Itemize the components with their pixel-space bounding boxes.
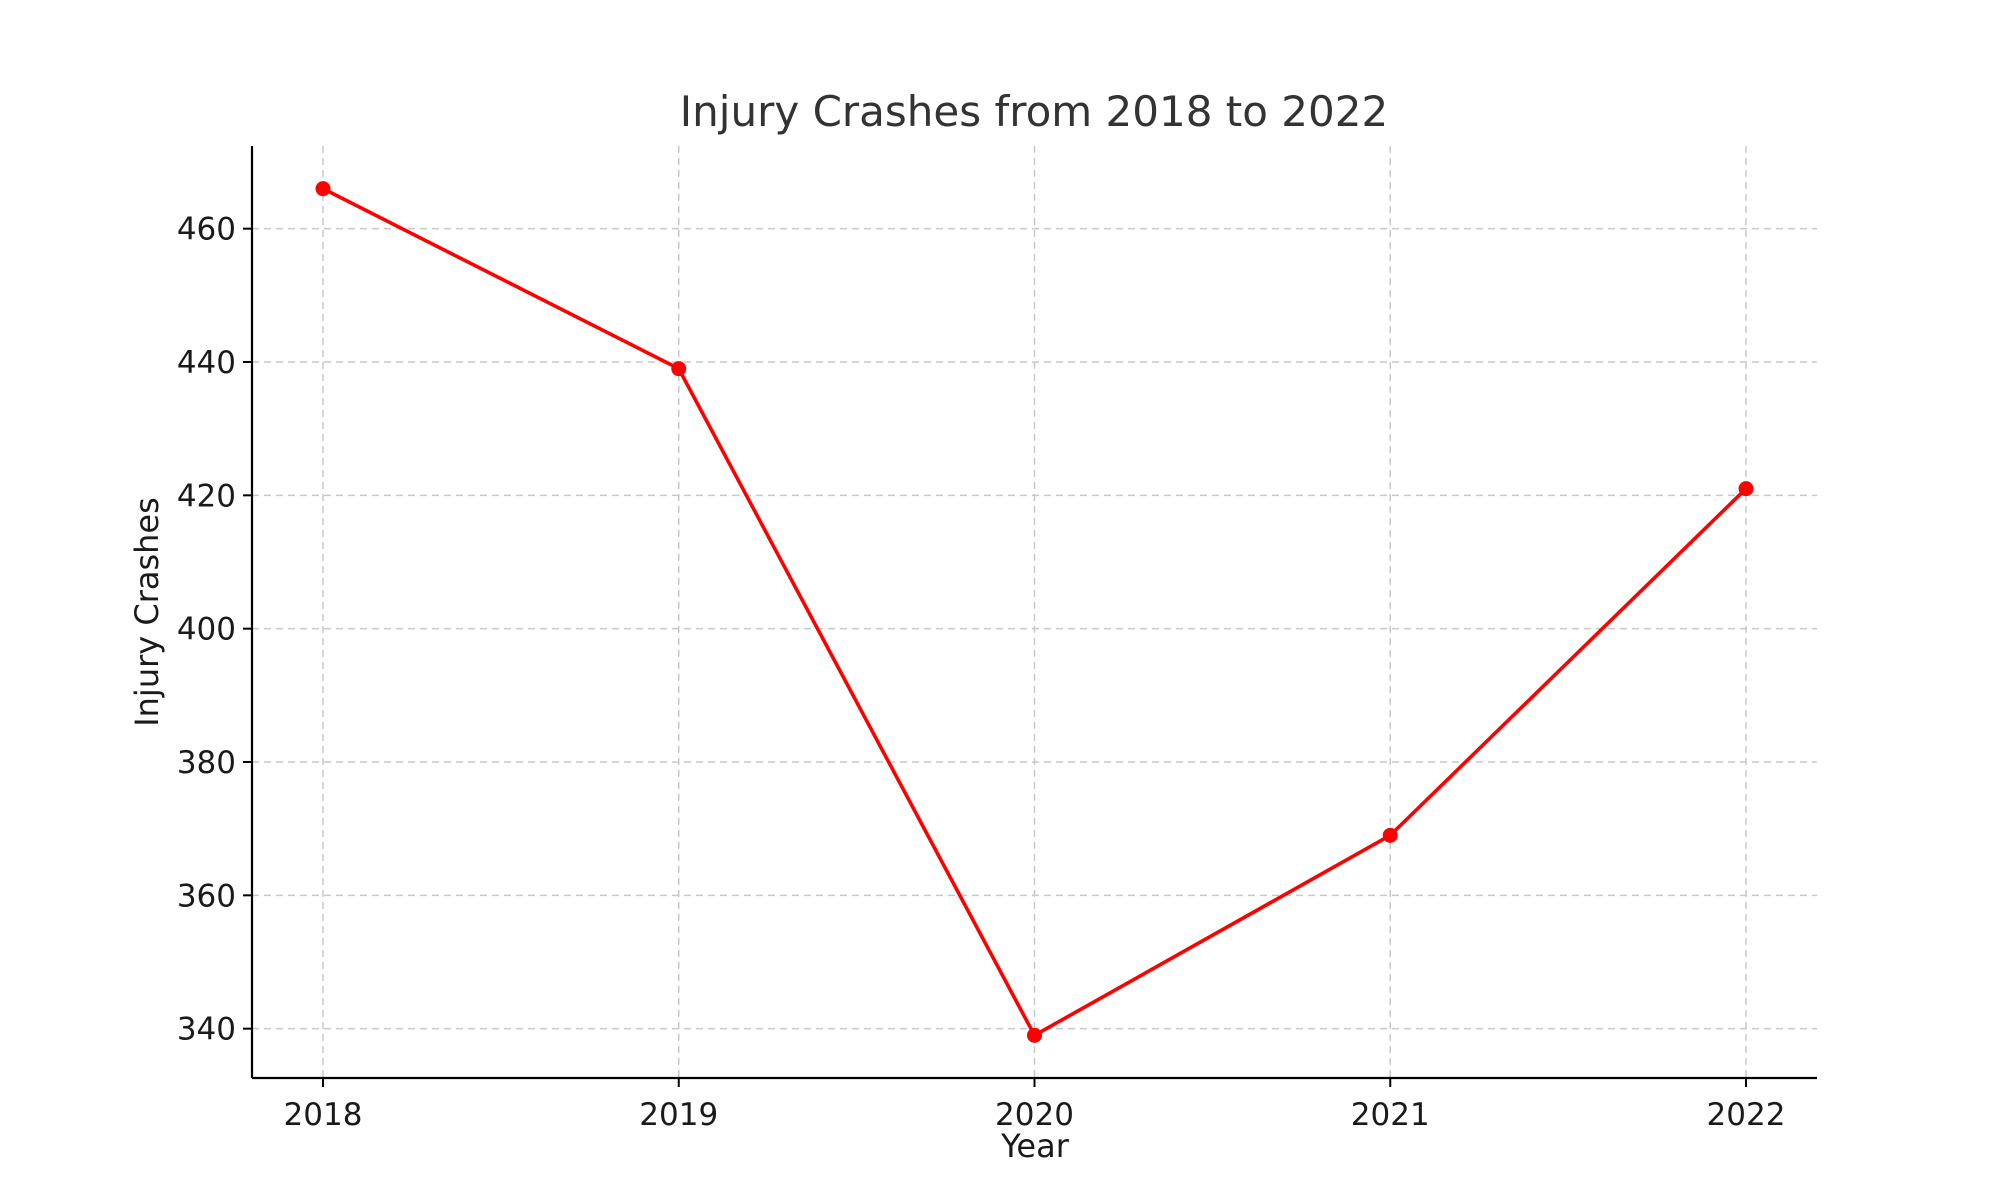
y-tick-label: 440 xyxy=(177,345,236,381)
y-axis-label: Injury Crashes xyxy=(128,497,166,727)
x-gridlines xyxy=(322,146,1747,1078)
x-tick-label: 2019 xyxy=(639,1097,718,1133)
y-tick-label: 360 xyxy=(177,878,236,914)
y-axis-ticks: 340 360 380 400 420 440 460 xyxy=(177,212,252,1048)
series-group xyxy=(315,181,1754,1043)
x-tick-label: 2018 xyxy=(284,1097,363,1133)
y-tick-label: 340 xyxy=(177,1012,236,1048)
x-tick-label: 2021 xyxy=(1351,1097,1430,1133)
data-point xyxy=(1738,481,1754,497)
y-tick-label: 420 xyxy=(177,478,236,514)
data-point xyxy=(1382,827,1398,843)
x-axis-ticks: 2018 2019 2020 2021 2022 xyxy=(284,1078,1786,1133)
x-tick-label: 2020 xyxy=(995,1097,1074,1133)
data-point xyxy=(671,361,687,377)
data-point xyxy=(315,181,331,197)
data-point xyxy=(1027,1027,1042,1043)
y-tick-label: 380 xyxy=(177,745,236,781)
x-tick-label: 2022 xyxy=(1707,1097,1786,1133)
x-axis-label: Year xyxy=(1000,1127,1070,1165)
y-tick-label: 460 xyxy=(177,212,236,248)
chart-title: Injury Crashes from 2018 to 2022 xyxy=(680,87,1388,136)
y-tick-label: 400 xyxy=(177,612,236,648)
